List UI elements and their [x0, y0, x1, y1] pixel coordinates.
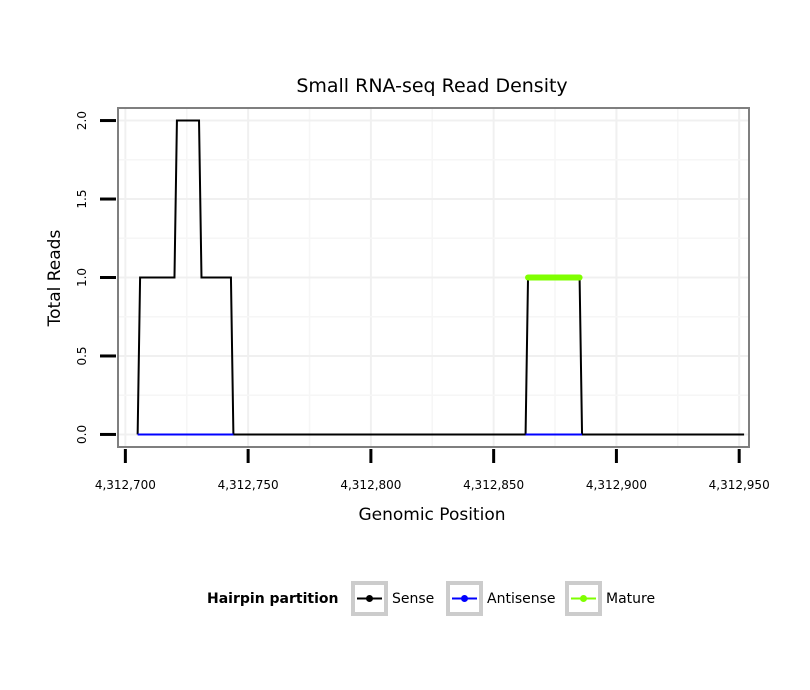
legend: Hairpin partition Sense Antisense Mature	[207, 581, 655, 616]
x-tick-label: 4,312,950	[709, 478, 770, 492]
y-tick-label: 2.0	[75, 111, 89, 130]
legend-label-mature: Mature	[606, 591, 655, 607]
legend-marker-sense	[366, 595, 373, 602]
legend-label-antisense: Antisense	[487, 591, 556, 607]
y-tick-label: 0.0	[75, 425, 89, 444]
legend-label-sense: Sense	[392, 591, 434, 607]
x-tick-label: 4,312,700	[95, 478, 156, 492]
x-tick-label: 4,312,850	[463, 478, 524, 492]
y-axis-title: Total Reads	[45, 230, 65, 328]
plot-border	[117, 107, 750, 448]
y-tick-label: 1.5	[75, 189, 89, 208]
legend-marker-mature	[580, 595, 587, 602]
x-tick-label: 4,312,900	[586, 478, 647, 492]
x-axis-title: Genomic Position	[358, 505, 505, 525]
x-tick-label: 4,312,800	[340, 478, 401, 492]
y-tick-label: 0.5	[75, 346, 89, 365]
legend-marker-antisense	[461, 595, 468, 602]
chart-title: Small RNA-seq Read Density	[296, 75, 567, 97]
x-tick-label: 4,312,750	[218, 478, 279, 492]
legend-title: Hairpin partition	[207, 591, 338, 607]
y-tick-label: 1.0	[75, 268, 89, 287]
